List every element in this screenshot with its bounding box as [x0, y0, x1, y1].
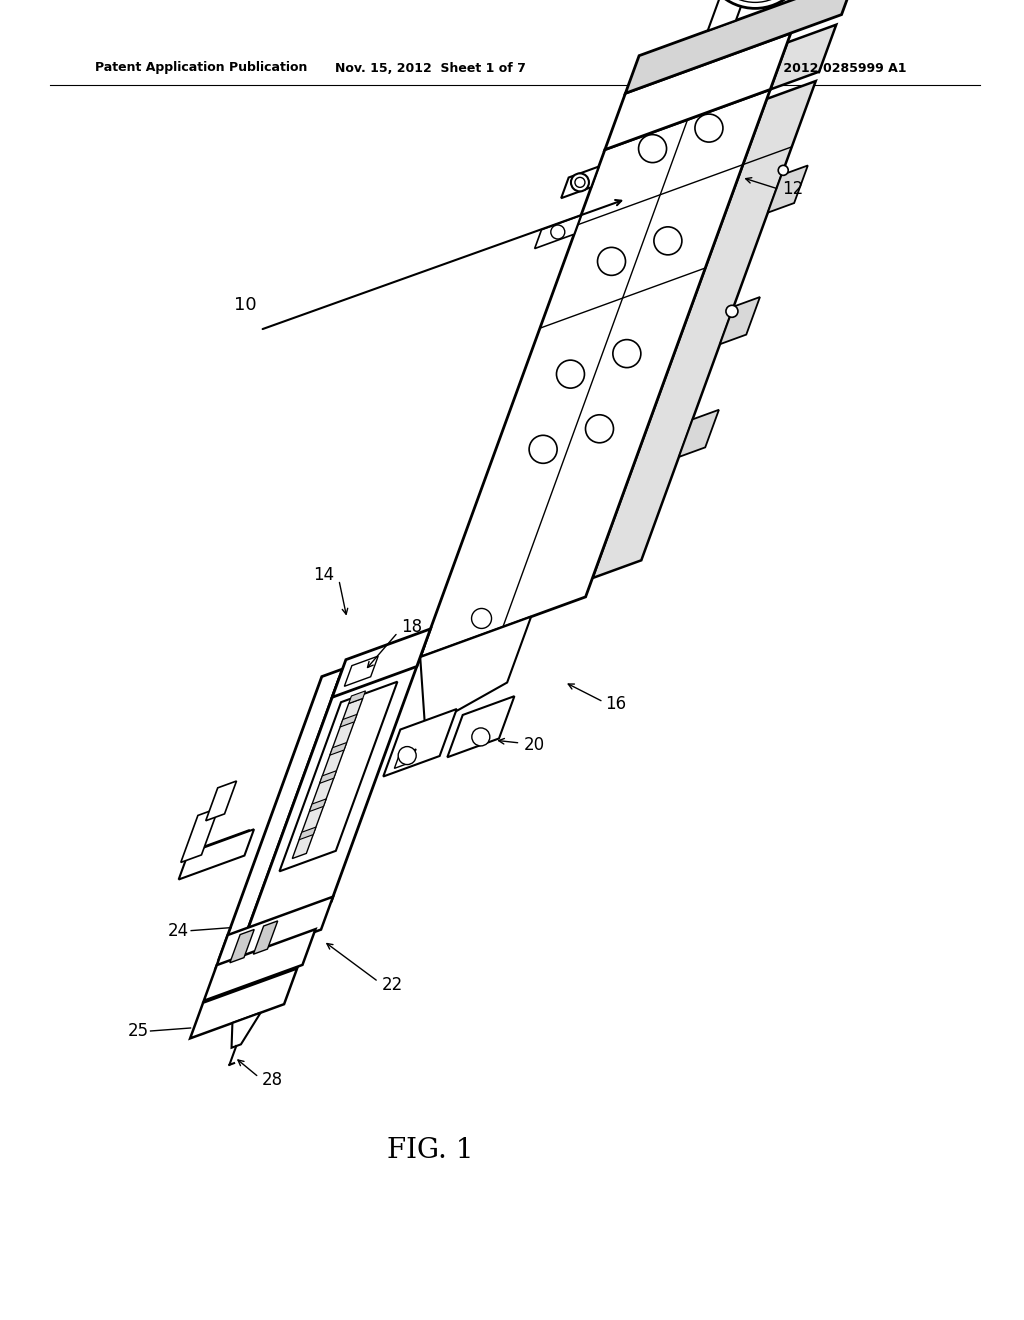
- Polygon shape: [219, 669, 342, 958]
- Polygon shape: [206, 781, 237, 821]
- Text: 18: 18: [400, 618, 422, 636]
- Text: 10: 10: [233, 296, 256, 314]
- Polygon shape: [204, 929, 315, 1001]
- Polygon shape: [229, 929, 254, 962]
- Text: Nov. 15, 2012  Sheet 1 of 7: Nov. 15, 2012 Sheet 1 of 7: [335, 62, 525, 74]
- Circle shape: [778, 165, 788, 176]
- Polygon shape: [383, 709, 457, 776]
- Circle shape: [612, 339, 641, 367]
- Text: US 2012/0285999 A1: US 2012/0285999 A1: [760, 62, 906, 74]
- Polygon shape: [344, 656, 378, 686]
- Polygon shape: [340, 714, 357, 727]
- Circle shape: [574, 177, 585, 187]
- Circle shape: [710, 0, 801, 3]
- Polygon shape: [447, 696, 514, 758]
- Text: 14: 14: [313, 566, 335, 583]
- Polygon shape: [605, 33, 791, 149]
- Circle shape: [556, 360, 585, 388]
- Circle shape: [598, 247, 626, 276]
- Circle shape: [571, 173, 589, 191]
- Polygon shape: [679, 409, 719, 457]
- Polygon shape: [198, 830, 250, 861]
- Polygon shape: [330, 743, 347, 755]
- Text: FIG. 1: FIG. 1: [387, 1137, 473, 1163]
- Polygon shape: [231, 1012, 260, 1048]
- Text: 20: 20: [523, 737, 545, 754]
- Polygon shape: [720, 297, 760, 345]
- Polygon shape: [593, 81, 816, 578]
- Polygon shape: [561, 166, 599, 198]
- Text: 28: 28: [262, 1072, 283, 1089]
- Polygon shape: [626, 0, 855, 94]
- Polygon shape: [309, 799, 327, 812]
- Circle shape: [639, 135, 667, 162]
- Circle shape: [654, 227, 682, 255]
- Polygon shape: [190, 969, 297, 1039]
- Circle shape: [398, 747, 416, 764]
- Text: Patent Application Publication: Patent Application Publication: [95, 62, 307, 74]
- Polygon shape: [770, 25, 837, 90]
- Polygon shape: [332, 628, 430, 697]
- Polygon shape: [394, 748, 416, 768]
- Polygon shape: [535, 215, 581, 248]
- Polygon shape: [349, 690, 366, 704]
- Text: 16: 16: [605, 694, 627, 713]
- Polygon shape: [253, 921, 278, 954]
- Polygon shape: [768, 165, 808, 213]
- Circle shape: [551, 224, 565, 239]
- Circle shape: [529, 436, 557, 463]
- Circle shape: [586, 414, 613, 442]
- Polygon shape: [181, 808, 218, 862]
- Polygon shape: [216, 896, 333, 968]
- Text: 24: 24: [168, 921, 189, 940]
- Polygon shape: [319, 771, 337, 783]
- Circle shape: [695, 114, 723, 143]
- Circle shape: [471, 609, 492, 628]
- Text: 25: 25: [127, 1022, 148, 1040]
- Circle shape: [726, 305, 738, 317]
- Polygon shape: [292, 698, 362, 858]
- Text: 22: 22: [382, 975, 402, 994]
- Polygon shape: [299, 828, 316, 840]
- Polygon shape: [708, 0, 750, 30]
- Polygon shape: [247, 648, 424, 932]
- Polygon shape: [178, 829, 254, 879]
- Circle shape: [703, 0, 807, 8]
- Polygon shape: [420, 616, 531, 729]
- Polygon shape: [280, 681, 397, 871]
- Text: 12: 12: [782, 181, 804, 198]
- Polygon shape: [420, 90, 770, 657]
- Circle shape: [472, 727, 489, 746]
